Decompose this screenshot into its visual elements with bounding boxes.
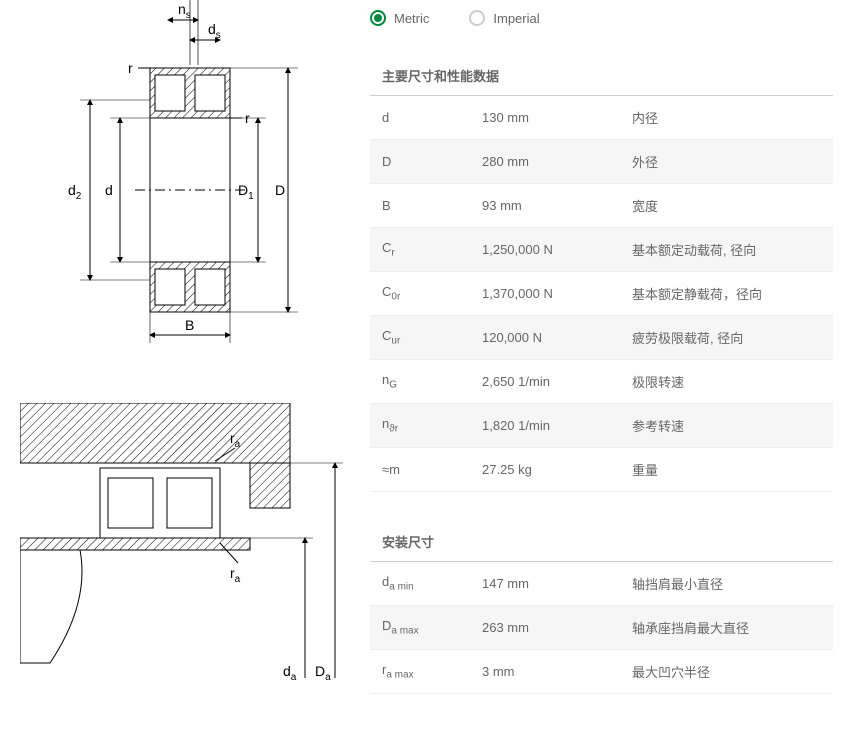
unit-metric-radio[interactable]: Metric [370, 10, 429, 26]
dim-da: d [283, 663, 291, 679]
table-row: ra max3 mm最大凹穴半径 [370, 650, 833, 694]
svg-text:ns: ns [178, 1, 191, 21]
dim-D: D [275, 182, 285, 198]
symbol-cell: nϑr [370, 404, 470, 448]
dim-d: d [105, 182, 113, 198]
description-cell: 基本额定静载荷，径向 [620, 272, 833, 316]
description-cell: 轴承座挡肩最大直径 [620, 606, 833, 650]
svg-text:ra: ra [230, 565, 241, 585]
value-cell: 263 mm [470, 606, 620, 650]
main-dimensions-table: d130 mm内径D280 mm外径B93 mm宽度Cr1,250,000 N基… [370, 96, 833, 492]
symbol-cell: d [370, 96, 470, 140]
table-row: d130 mm内径 [370, 96, 833, 140]
table-row: Cur120,000 N疲劳极限载荷, 径向 [370, 316, 833, 360]
description-cell: 内径 [620, 96, 833, 140]
description-cell: 极限转速 [620, 360, 833, 404]
value-cell: 27.25 kg [470, 448, 620, 492]
value-cell: 120,000 N [470, 316, 620, 360]
unit-imperial-radio[interactable]: Imperial [469, 10, 539, 26]
table-row: Da max263 mm轴承座挡肩最大直径 [370, 606, 833, 650]
section2-title: 安装尺寸 [370, 522, 833, 562]
table-row: B93 mm宽度 [370, 184, 833, 228]
svg-text:ds: ds [208, 21, 221, 41]
table-row: nG2,650 1/min极限转速 [370, 360, 833, 404]
symbol-cell: da min [370, 562, 470, 606]
svg-text:D1: D1 [238, 182, 254, 202]
symbol-cell: ≈m [370, 448, 470, 492]
dim-B: B [185, 317, 194, 333]
table-row: ≈m27.25 kg重量 [370, 448, 833, 492]
symbol-cell: D [370, 140, 470, 184]
symbol-cell: ra max [370, 650, 470, 694]
value-cell: 2,650 1/min [470, 360, 620, 404]
value-cell: 93 mm [470, 184, 620, 228]
table-row: Cr1,250,000 N基本额定动载荷, 径向 [370, 228, 833, 272]
dim-r: r [128, 60, 133, 76]
unit-imperial-label: Imperial [493, 11, 539, 26]
unit-selector: Metric Imperial [370, 10, 833, 26]
radio-icon [469, 10, 485, 26]
symbol-cell: Da max [370, 606, 470, 650]
symbol-cell: nG [370, 360, 470, 404]
symbol-cell: Cr [370, 228, 470, 272]
value-cell: 1,820 1/min [470, 404, 620, 448]
dim-D1: D [238, 182, 248, 198]
value-cell: 1,250,000 N [470, 228, 620, 272]
svg-text:d2: d2 [68, 182, 82, 202]
table-row: da min147 mm轴挡肩最小直径 [370, 562, 833, 606]
value-cell: 3 mm [470, 650, 620, 694]
mounting-dimension-diagram: ra ra da Da [20, 403, 350, 686]
unit-metric-label: Metric [394, 11, 429, 26]
dim-ns: n [178, 1, 186, 17]
radio-icon [370, 10, 386, 26]
description-cell: 疲劳极限载荷, 径向 [620, 316, 833, 360]
value-cell: 147 mm [470, 562, 620, 606]
svg-text:da: da [283, 663, 297, 683]
svg-text:Da: Da [315, 663, 331, 683]
dim-Da: D [315, 663, 325, 679]
section1-title: 主要尺寸和性能数据 [370, 56, 833, 96]
symbol-cell: B [370, 184, 470, 228]
description-cell: 参考转速 [620, 404, 833, 448]
bearing-dimension-diagram: ns ds r r [20, 0, 350, 353]
description-cell: 外径 [620, 140, 833, 184]
mounting-dimensions-table: da min147 mm轴挡肩最小直径Da max263 mm轴承座挡肩最大直径… [370, 562, 833, 694]
description-cell: 重量 [620, 448, 833, 492]
value-cell: 280 mm [470, 140, 620, 184]
symbol-cell: Cur [370, 316, 470, 360]
symbol-cell: C0r [370, 272, 470, 316]
table-row: D280 mm外径 [370, 140, 833, 184]
value-cell: 130 mm [470, 96, 620, 140]
dim-d2: d [68, 182, 76, 198]
table-row: nϑr1,820 1/min参考转速 [370, 404, 833, 448]
description-cell: 轴挡肩最小直径 [620, 562, 833, 606]
table-row: C0r1,370,000 N基本额定静载荷，径向 [370, 272, 833, 316]
description-cell: 基本额定动载荷, 径向 [620, 228, 833, 272]
description-cell: 最大凹穴半径 [620, 650, 833, 694]
dim-ds: d [208, 21, 216, 37]
value-cell: 1,370,000 N [470, 272, 620, 316]
description-cell: 宽度 [620, 184, 833, 228]
